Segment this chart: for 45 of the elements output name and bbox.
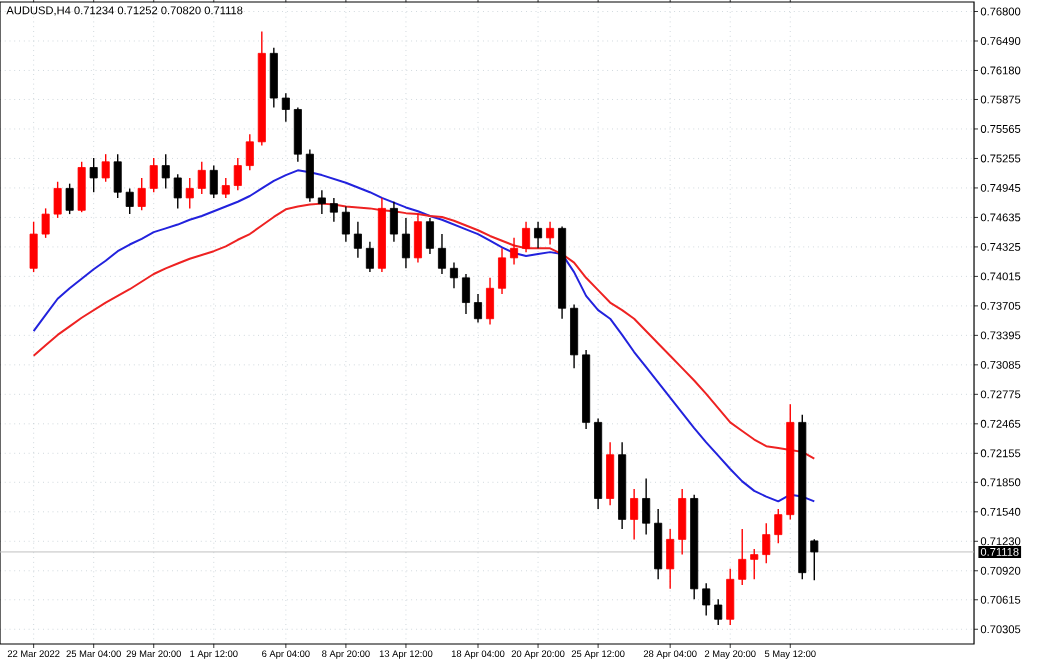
candlestick: [726, 568, 735, 626]
candlestick: [389, 201, 398, 243]
candlestick: [401, 217, 410, 269]
candlestick: [425, 217, 434, 255]
candlestick: [221, 177, 230, 199]
candlestick: [750, 548, 759, 581]
candlestick: [714, 598, 723, 626]
candlestick: [341, 205, 350, 243]
candlestick: [510, 237, 519, 266]
candlestick: [305, 148, 314, 203]
candlestick: [486, 277, 495, 326]
candlestick: [245, 133, 254, 172]
candlestick: [89, 157, 98, 193]
candlestick: [546, 221, 555, 246]
candlestick: [317, 189, 326, 215]
candlestick: [353, 221, 362, 259]
candlestick: [209, 164, 218, 199]
candlestick: [461, 273, 470, 315]
candlestick: [329, 197, 338, 223]
candlestick: [474, 293, 483, 324]
candlestick: [570, 303, 579, 369]
candlestick: [65, 182, 74, 215]
candlestick: [738, 528, 747, 586]
candlestick: [534, 221, 543, 250]
candlestick: [185, 177, 194, 210]
candlestick: [449, 261, 458, 289]
candlestick: [281, 92, 290, 123]
candlestick: [365, 240, 374, 273]
candlestick: [642, 477, 651, 536]
candlestick: [606, 441, 615, 506]
candlestick: [293, 106, 302, 163]
candlestick: [269, 46, 278, 109]
candlestick: [101, 153, 110, 183]
candlestick: [413, 213, 422, 264]
candlestick: [522, 221, 531, 253]
candlestick: [77, 161, 86, 213]
candlestick: [197, 161, 206, 195]
candlestick: [630, 488, 639, 541]
candlestick: [654, 508, 663, 581]
candlestick: [233, 157, 242, 192]
candlestick: [678, 488, 687, 556]
candlestick: [666, 528, 675, 590]
candlestick: [702, 582, 711, 617]
candlestick: [437, 233, 446, 275]
candlestick: [498, 247, 507, 295]
